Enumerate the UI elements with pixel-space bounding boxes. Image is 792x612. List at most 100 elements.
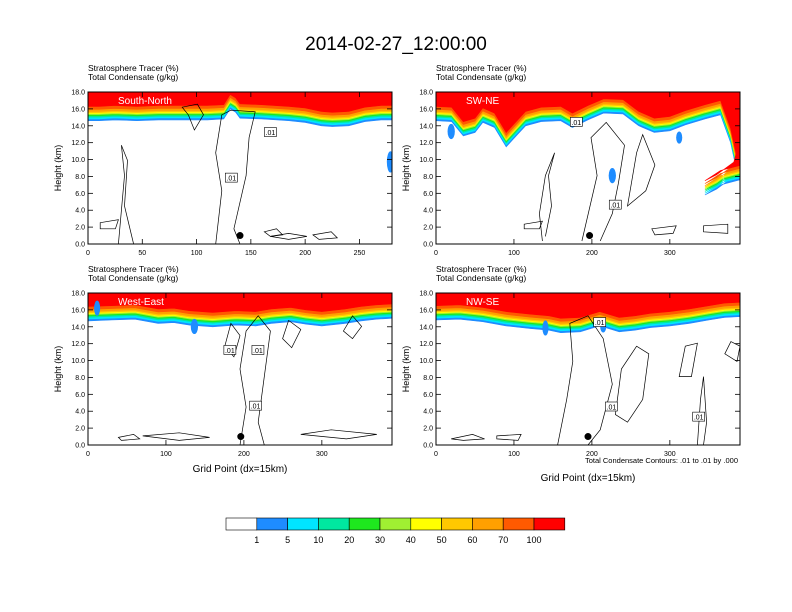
x-tick-label: 0 [86,451,90,458]
region-label: NW-SE [466,297,499,308]
y-tick-label: 14.0 [71,324,85,331]
y-tick-label: 14.0 [419,324,433,331]
condensate-contour [312,231,339,240]
y-tick-label: 0.0 [423,242,433,249]
contour-label: .01 [595,320,605,327]
tracer-blob [447,123,455,140]
x-tick-label: 300 [316,451,328,458]
y-tick-label: 6.0 [423,392,433,399]
colorbar-label: 5 [285,535,290,545]
panel-heading-condensate: Total Condensate (g/kg) [436,273,526,283]
y-tick-label: 8.0 [423,174,433,181]
y-tick-label: 12.0 [71,341,85,348]
colorbar-label: 30 [375,535,385,545]
panel-heading-tracer: Stratosphere Tracer (%) [88,63,179,73]
condensate-contour [300,429,377,440]
x-tick-label: 0 [434,451,438,458]
colorbar-label: 1 [254,535,259,545]
colorbar-label: 100 [526,535,541,545]
y-tick-label: 18.0 [71,291,85,298]
condensate-contour [615,345,650,423]
contour-label-box [570,117,583,127]
colorbar-label: 70 [498,535,508,545]
y-tick-label: 4.0 [75,208,85,215]
y-tick-label: 16.0 [419,106,433,113]
condensate-contour [142,432,210,441]
panel-heading-tracer: Stratosphere Tracer (%) [436,264,527,274]
colorbar-label: 50 [437,535,447,545]
y-tick-label: 4.0 [423,208,433,215]
y-axis-label: Height (km) [53,346,63,393]
y-tick-label: 2.0 [75,225,85,232]
x-tick-label: 100 [191,250,203,257]
tracer-band [88,92,392,113]
y-tick-label: 18.0 [419,291,433,298]
condensate-contour [651,225,677,236]
x-tick-label: 100 [160,451,172,458]
x-tick-label: 250 [354,250,366,257]
y-tick-label: 16.0 [71,106,85,113]
contour-label-box [692,411,705,422]
colorbar-swatch [533,517,566,531]
y-tick-label: 4.0 [423,409,433,416]
condensate-contour [557,315,613,445]
tracer-band [88,293,392,313]
plot-frame [87,292,393,446]
contour-label-box [225,172,238,183]
y-tick-label: 0.0 [75,443,85,450]
y-tick-label: 16.0 [419,307,433,314]
tracer-blob [676,131,683,144]
region-label: SW-NE [466,96,499,107]
plot-frame [435,292,741,446]
condensate-contour [118,145,134,244]
x-tick-label: 200 [299,250,311,257]
y-tick-label: 8.0 [423,375,433,382]
y-tick-label: 6.0 [75,191,85,198]
contour-label: .01 [226,176,236,183]
y-tick-label: 8.0 [75,174,85,181]
y-tick-label: 0.0 [423,443,433,450]
y-tick-label: 10.0 [419,157,433,164]
panel-heading-condensate: Total Condensate (g/kg) [436,72,526,82]
contour-label: .01 [266,130,276,137]
y-tick-label: 14.0 [419,123,433,130]
y-tick-label: 14.0 [71,123,85,130]
x-tick-label: 0 [434,250,438,257]
x-tick-label: 300 [664,250,676,257]
y-tick-label: 6.0 [75,392,85,399]
x-axis-label: Grid Point (dx=15km) [193,464,288,475]
colorbar-label: 60 [467,535,477,545]
y-axis-label: Height (km) [401,145,411,192]
panel-nw-se: Stratosphere Tracer (%)Total Condensate … [401,264,741,484]
x-axis-label: Grid Point (dx=15km) [541,473,636,484]
colorbar-swatch [472,517,504,531]
contour-label: .01 [607,405,617,412]
panel-heading-tracer: Stratosphere Tracer (%) [436,63,527,73]
colorbar-swatch [225,517,258,531]
colorbar-label: 40 [406,535,416,545]
x-tick-label: 0 [86,250,90,257]
colorbar-swatch [502,517,535,531]
condensate-contour [703,223,729,234]
condensate-contour [181,103,204,131]
tracer-blob [94,300,101,316]
x-tick-label: 200 [586,250,598,257]
condensate-contour [342,315,363,340]
colorbar-swatch [318,517,350,531]
panel-heading-condensate: Total Condensate (g/kg) [88,72,178,82]
y-tick-label: 2.0 [423,225,433,232]
x-tick-label: 300 [664,451,676,458]
y-tick-label: 2.0 [75,426,85,433]
y-tick-label: 0.0 [75,242,85,249]
figure-title: 2014-02-27_12:00:00 [305,34,487,55]
y-tick-label: 18.0 [71,90,85,97]
x-tick-label: 100 [508,250,520,257]
condensate-contour [451,434,485,441]
tracer-band [436,293,740,319]
colorbar-swatch [287,517,319,531]
y-tick-label: 12.0 [71,140,85,147]
tracer-blob [608,168,616,184]
colorbar-swatch [256,517,288,531]
contour-label: .01 [610,203,620,210]
panel-south-north: Stratosphere Tracer (%)Total Condensate … [53,63,393,257]
